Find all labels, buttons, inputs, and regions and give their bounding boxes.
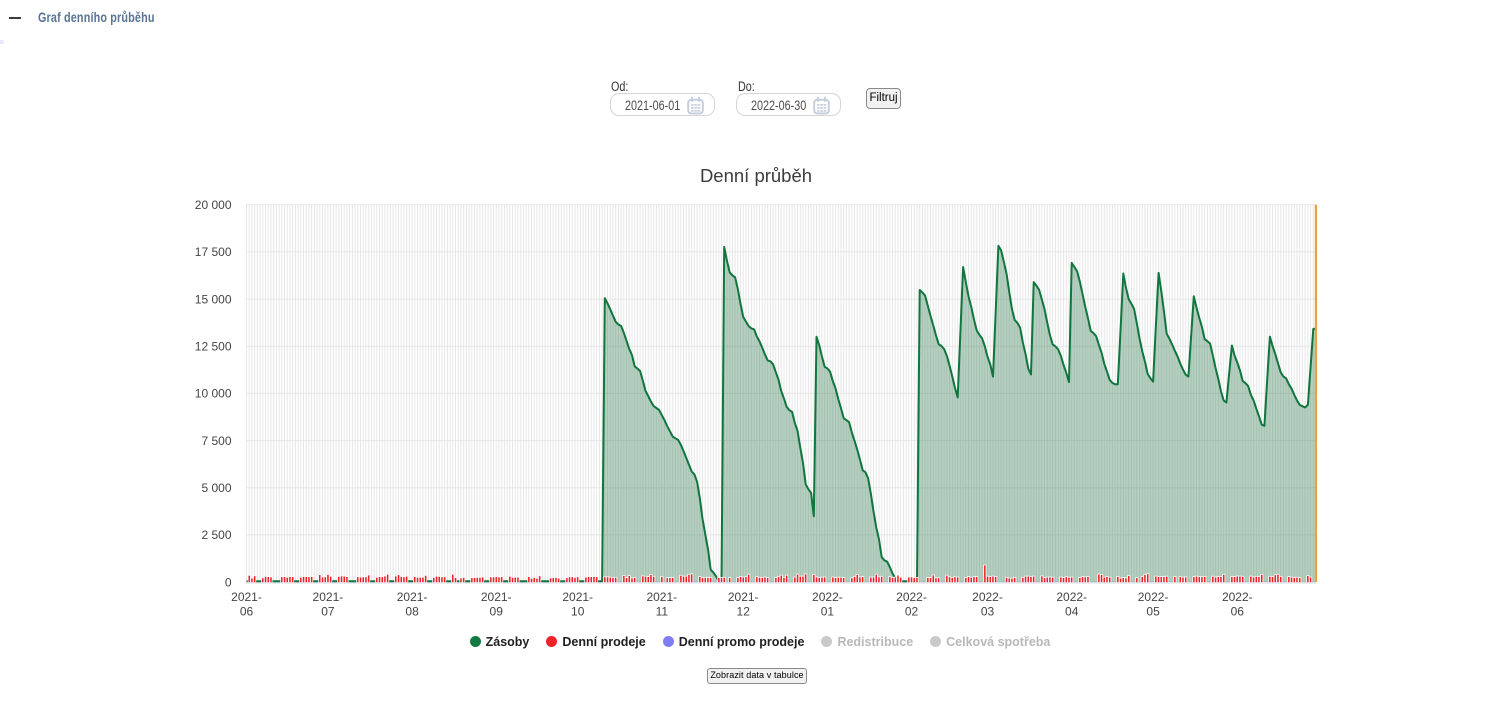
svg-text:2021-: 2021- bbox=[231, 590, 262, 604]
svg-text:03: 03 bbox=[981, 604, 995, 618]
svg-text:12: 12 bbox=[737, 604, 751, 618]
svg-text:02: 02 bbox=[905, 604, 919, 618]
svg-text:2022-: 2022- bbox=[896, 590, 927, 604]
svg-text:10 000: 10 000 bbox=[195, 387, 232, 401]
svg-text:2 500: 2 500 bbox=[201, 528, 231, 542]
svg-text:2021-: 2021- bbox=[646, 590, 677, 604]
svg-text:2021-: 2021- bbox=[397, 590, 428, 604]
svg-text:12 500: 12 500 bbox=[195, 340, 232, 354]
svg-text:07: 07 bbox=[321, 604, 335, 618]
svg-text:2022-: 2022- bbox=[1138, 590, 1169, 604]
svg-text:10: 10 bbox=[571, 604, 585, 618]
svg-text:15 000: 15 000 bbox=[195, 292, 232, 306]
svg-text:7 500: 7 500 bbox=[201, 434, 231, 448]
svg-text:0: 0 bbox=[225, 575, 232, 589]
svg-text:11: 11 bbox=[656, 604, 669, 618]
svg-text:2021-: 2021- bbox=[313, 590, 344, 604]
svg-text:08: 08 bbox=[405, 604, 419, 618]
svg-text:2021-: 2021- bbox=[562, 590, 593, 604]
svg-text:05: 05 bbox=[1146, 604, 1160, 618]
svg-text:06: 06 bbox=[240, 604, 254, 618]
svg-text:2022-: 2022- bbox=[812, 590, 843, 604]
svg-text:04: 04 bbox=[1065, 604, 1079, 618]
svg-text:20 000: 20 000 bbox=[195, 198, 232, 212]
svg-text:2022-: 2022- bbox=[1056, 590, 1087, 604]
svg-text:06: 06 bbox=[1231, 604, 1245, 618]
svg-text:2022-: 2022- bbox=[972, 590, 1003, 604]
svg-text:2021-: 2021- bbox=[481, 590, 512, 604]
svg-text:2021-: 2021- bbox=[728, 590, 759, 604]
svg-text:5 000: 5 000 bbox=[201, 481, 231, 495]
svg-text:2022-: 2022- bbox=[1222, 590, 1253, 604]
svg-text:17 500: 17 500 bbox=[195, 245, 232, 259]
svg-text:01: 01 bbox=[821, 604, 835, 618]
svg-text:09: 09 bbox=[490, 604, 504, 618]
